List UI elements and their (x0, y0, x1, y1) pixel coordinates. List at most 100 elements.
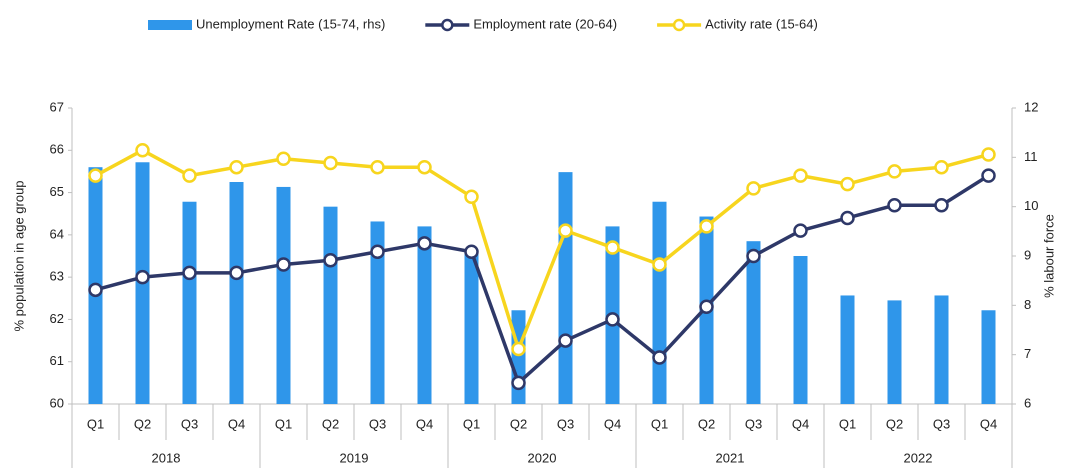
marker (417, 159, 432, 175)
bar (652, 201, 667, 404)
x-tick-label: Q2 (698, 416, 715, 431)
x-tick-label: Q2 (322, 416, 339, 431)
marker (229, 265, 244, 281)
x-tick-label: Q4 (416, 416, 433, 431)
y2-tick-label: 12 (1024, 99, 1038, 114)
marker (182, 265, 197, 281)
marker (840, 210, 855, 226)
marker (323, 155, 338, 171)
legend-label: Unemployment Rate (15-74, rhs) (196, 16, 385, 31)
bar (464, 251, 479, 404)
y2-tick-label: 6 (1024, 395, 1031, 410)
marker (652, 350, 667, 365)
marker (746, 181, 761, 196)
y-tick-label: 64 (50, 226, 64, 241)
x-tick-label: Q3 (745, 416, 762, 431)
line (94, 148, 989, 351)
marker (652, 257, 667, 272)
y2-tick-label: 9 (1024, 247, 1031, 262)
bar (793, 256, 808, 404)
legend-swatch (672, 18, 686, 32)
marker (135, 143, 150, 158)
bar (840, 295, 855, 404)
marker (934, 159, 949, 175)
bar (558, 172, 573, 404)
x-tick-label: Q4 (604, 416, 621, 431)
x-tick-label: Q2 (134, 416, 151, 431)
x-tick-label: Q2 (886, 416, 903, 431)
bar (370, 221, 385, 404)
marker (370, 159, 385, 175)
marker (229, 159, 244, 175)
marker (981, 147, 996, 162)
legend-label: Activity rate (15-64) (705, 16, 818, 31)
x-tick-label: Q3 (181, 416, 198, 431)
legend-label: Employment rate (20-64) (473, 16, 617, 31)
x-tick-label: Q4 (228, 416, 245, 431)
x-group-label: 2020 (528, 450, 557, 465)
x-tick-label: Q4 (792, 416, 809, 431)
y-axis-label: % population in age group (11, 180, 26, 331)
y2-tick-label: 10 (1024, 198, 1038, 213)
marker (276, 257, 291, 272)
legend-swatch (148, 20, 192, 30)
bar (182, 201, 197, 404)
marker (88, 168, 103, 183)
y-tick-label: 65 (50, 184, 64, 199)
marker (88, 282, 103, 298)
bar (934, 295, 949, 404)
marker (323, 252, 338, 268)
x-group-label: 2022 (904, 450, 933, 465)
marker (276, 151, 291, 166)
bar (229, 182, 244, 404)
marker (934, 198, 949, 213)
marker (558, 223, 573, 238)
y-tick-label: 67 (50, 99, 64, 114)
bar (981, 310, 996, 404)
bar (323, 206, 338, 404)
y2-tick-label: 7 (1024, 346, 1031, 361)
y-tick-label: 61 (50, 353, 64, 368)
x-tick-label: Q1 (651, 416, 668, 431)
marker (605, 240, 620, 255)
marker (135, 269, 150, 285)
marker (887, 164, 902, 179)
bar (276, 186, 291, 404)
marker (699, 219, 714, 234)
bar (746, 241, 761, 404)
x-tick-label: Q1 (275, 416, 292, 431)
x-group-label: 2021 (716, 450, 745, 465)
bar (417, 226, 432, 404)
x-tick-label: Q1 (463, 416, 480, 431)
marker (981, 168, 996, 183)
marker (793, 223, 808, 238)
x-tick-label: Q1 (839, 416, 856, 431)
y2-tick-label: 11 (1024, 149, 1038, 164)
marker (182, 168, 197, 183)
x-tick-label: Q1 (87, 416, 104, 431)
marker (511, 341, 526, 357)
marker (605, 312, 620, 327)
marker (370, 244, 385, 260)
x-tick-label: Q3 (933, 416, 950, 431)
marker (746, 248, 761, 264)
y-tick-label: 60 (50, 395, 64, 410)
x-tick-label: Q2 (510, 416, 527, 431)
marker (793, 168, 808, 183)
x-group-label: 2019 (340, 450, 369, 465)
y-tick-label: 66 (50, 142, 64, 157)
y-tick-label: 62 (50, 311, 64, 326)
marker (511, 375, 526, 391)
marker (464, 244, 479, 260)
x-tick-label: Q3 (557, 416, 574, 431)
marker (840, 176, 855, 192)
marker (887, 198, 902, 213)
marker (464, 189, 479, 205)
marker (558, 333, 573, 348)
y2-tick-label: 8 (1024, 297, 1031, 312)
marker (417, 236, 432, 251)
x-group-label: 2018 (152, 450, 181, 465)
x-tick-label: Q3 (369, 416, 386, 431)
line (95, 174, 990, 385)
